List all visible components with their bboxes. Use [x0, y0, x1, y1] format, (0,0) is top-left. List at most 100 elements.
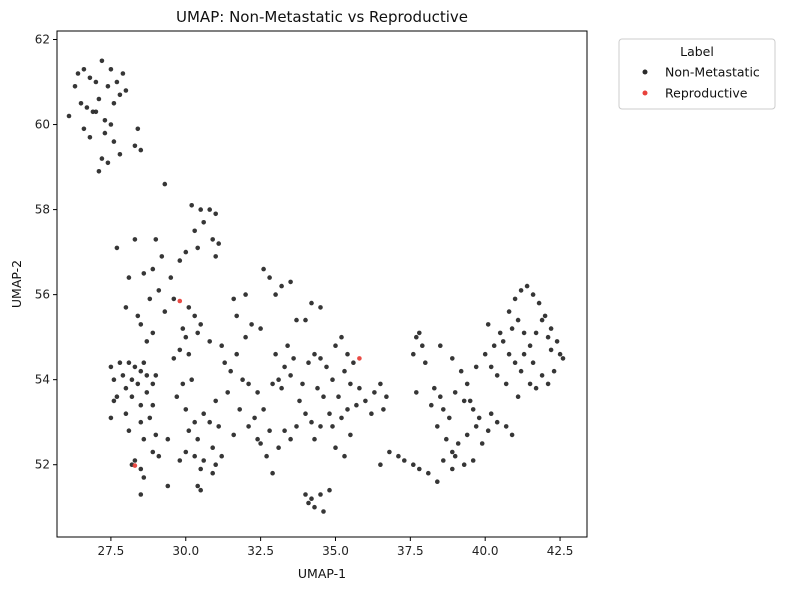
point-non-metastatic — [150, 402, 156, 408]
point-non-metastatic — [144, 339, 150, 344]
point-non-metastatic — [450, 466, 455, 472]
point-non-metastatic — [87, 135, 93, 140]
point-non-metastatic — [108, 415, 114, 421]
point-non-metastatic — [216, 241, 221, 246]
point-non-metastatic — [512, 296, 518, 302]
point-non-metastatic — [153, 432, 159, 438]
point-non-metastatic — [306, 360, 311, 366]
point-non-metastatic — [138, 419, 144, 425]
point-non-metastatic — [381, 407, 386, 412]
point-non-metastatic — [545, 381, 551, 387]
point-non-metastatic — [411, 351, 416, 357]
point-non-metastatic — [458, 368, 464, 374]
point-non-metastatic — [414, 334, 419, 340]
point-non-metastatic — [282, 364, 287, 370]
point-non-metastatic — [162, 309, 168, 314]
point-non-metastatic — [135, 313, 141, 319]
point-non-metastatic — [213, 211, 218, 217]
point-non-metastatic — [213, 398, 218, 404]
point-non-metastatic — [309, 496, 314, 502]
point-non-metastatic — [261, 266, 266, 272]
point-non-metastatic — [429, 402, 434, 408]
y-tick-label: 58 — [35, 203, 50, 217]
point-non-metastatic — [183, 334, 189, 340]
point-non-metastatic — [509, 326, 515, 331]
point-non-metastatic — [518, 368, 524, 374]
x-axis-label: UMAP-1 — [298, 566, 346, 581]
point-non-metastatic — [138, 147, 144, 153]
point-non-metastatic — [491, 343, 497, 349]
point-non-metastatic — [387, 449, 392, 455]
x-tick-label: 27.5 — [98, 544, 125, 558]
point-non-metastatic — [300, 381, 305, 387]
x-tick-label: 32.5 — [247, 544, 274, 558]
point-non-metastatic — [530, 360, 536, 366]
point-non-metastatic — [132, 458, 138, 463]
legend-title: Label — [680, 44, 714, 59]
point-non-metastatic — [201, 458, 206, 463]
point-non-metastatic — [135, 381, 141, 387]
point-non-metastatic — [297, 398, 302, 404]
point-non-metastatic — [186, 351, 192, 357]
legend: Label Non-Metastatic Reproductive — [618, 38, 776, 110]
point-non-metastatic — [414, 390, 419, 395]
point-non-metastatic — [294, 317, 299, 323]
point-non-metastatic — [192, 313, 197, 319]
point-non-metastatic — [72, 84, 78, 89]
point-non-metastatic — [210, 445, 215, 451]
point-non-metastatic — [470, 458, 476, 463]
point-non-metastatic — [111, 101, 117, 106]
point-non-metastatic — [144, 390, 150, 395]
x-tick-label: 30.0 — [172, 544, 199, 558]
point-non-metastatic — [93, 109, 99, 115]
point-non-metastatic — [432, 385, 437, 391]
point-non-metastatic — [255, 436, 260, 442]
point-non-metastatic — [339, 415, 344, 421]
point-non-metastatic — [225, 390, 230, 395]
point-non-metastatic — [518, 288, 524, 293]
point-non-metastatic — [249, 322, 254, 327]
point-non-metastatic — [354, 402, 359, 408]
point-non-metastatic — [464, 432, 470, 438]
point-non-metastatic — [450, 449, 455, 455]
point-non-metastatic — [138, 466, 144, 472]
point-non-metastatic — [198, 207, 203, 212]
point-non-metastatic — [512, 360, 518, 366]
y-tick-label: 54 — [35, 373, 50, 387]
point-non-metastatic — [198, 322, 203, 327]
point-non-metastatic — [372, 390, 377, 395]
point-non-metastatic — [114, 79, 120, 85]
point-non-metastatic — [312, 504, 317, 510]
point-non-metastatic — [521, 330, 527, 336]
point-non-metastatic — [294, 424, 299, 429]
point-non-metastatic — [318, 424, 323, 429]
point-non-metastatic — [138, 368, 144, 374]
point-non-metastatic — [455, 441, 461, 446]
point-non-metastatic — [201, 411, 206, 417]
point-non-metastatic — [402, 458, 407, 463]
x-tick-label: 40.0 — [472, 544, 499, 558]
point-non-metastatic — [144, 373, 150, 378]
point-non-metastatic — [207, 207, 212, 212]
point-non-metastatic — [201, 220, 206, 225]
point-non-metastatic — [177, 458, 183, 463]
point-non-metastatic — [357, 385, 362, 391]
point-non-metastatic — [276, 377, 281, 383]
point-non-metastatic — [66, 113, 72, 119]
point-non-metastatic — [285, 343, 290, 349]
legend-marker-reproductive — [642, 90, 648, 96]
point-non-metastatic — [503, 424, 509, 429]
point-non-metastatic — [210, 470, 215, 476]
point-non-metastatic — [348, 381, 353, 387]
point-non-metastatic — [282, 428, 287, 434]
y-tick-label: 62 — [35, 33, 50, 47]
point-non-metastatic — [117, 360, 123, 366]
point-non-metastatic — [494, 373, 500, 378]
point-non-metastatic — [183, 449, 189, 455]
point-non-metastatic — [186, 428, 192, 434]
point-non-metastatic — [105, 160, 111, 166]
point-non-metastatic — [165, 436, 171, 442]
point-non-metastatic — [515, 394, 521, 400]
point-non-metastatic — [324, 364, 329, 370]
point-non-metastatic — [138, 402, 144, 408]
